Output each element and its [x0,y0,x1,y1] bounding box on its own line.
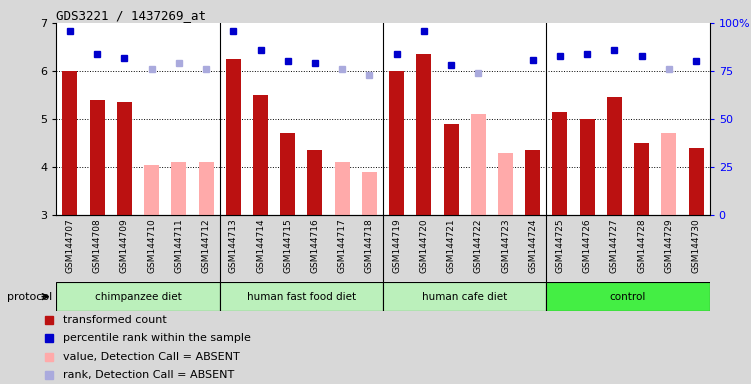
Text: GSM144711: GSM144711 [174,218,183,273]
Bar [607,98,622,215]
Text: GSM144726: GSM144726 [583,218,592,273]
Text: GSM144722: GSM144722 [474,218,483,273]
Text: GSM144716: GSM144716 [310,218,319,273]
Text: GSM144724: GSM144724 [528,218,537,273]
Text: GSM144717: GSM144717 [338,218,347,273]
Text: GSM144727: GSM144727 [610,218,619,273]
Text: GSM144723: GSM144723 [501,218,510,273]
Text: GSM144730: GSM144730 [692,218,701,273]
Text: GSM144710: GSM144710 [147,218,156,273]
Text: human fast food diet: human fast food diet [247,291,356,302]
Bar [547,282,710,311]
Bar [144,165,159,215]
Bar [444,124,459,215]
Bar [498,153,513,215]
Bar [525,150,540,215]
Text: human cafe diet: human cafe diet [422,291,508,302]
Text: protocol: protocol [8,291,53,302]
Text: GSM144725: GSM144725 [556,218,565,273]
Text: value, Detection Call = ABSENT: value, Detection Call = ABSENT [62,352,240,362]
Text: GSM144720: GSM144720 [419,218,428,273]
Text: GSM144728: GSM144728 [637,218,646,273]
Text: control: control [610,291,646,302]
Text: GSM144719: GSM144719 [392,218,401,273]
Bar [198,162,213,215]
Text: chimpanzee diet: chimpanzee diet [95,291,182,302]
Bar [335,162,350,215]
Text: GSM144715: GSM144715 [283,218,292,273]
Bar [117,102,132,215]
Bar [662,134,677,215]
Bar [362,172,377,215]
Bar [226,59,241,215]
Text: GSM144729: GSM144729 [665,218,674,273]
Bar [389,71,404,215]
Bar [307,150,322,215]
Bar [253,95,268,215]
Bar [56,282,219,311]
Text: GSM144713: GSM144713 [229,218,238,273]
Bar [62,71,77,215]
Text: transformed count: transformed count [62,315,167,325]
Text: percentile rank within the sample: percentile rank within the sample [62,333,251,343]
Text: GSM144714: GSM144714 [256,218,265,273]
Bar [280,134,295,215]
Bar [89,100,104,215]
Text: rank, Detection Call = ABSENT: rank, Detection Call = ABSENT [62,370,234,380]
Bar [553,112,568,215]
Text: GDS3221 / 1437269_at: GDS3221 / 1437269_at [56,9,207,22]
Bar [580,119,595,215]
Bar [219,282,383,311]
Text: GSM144718: GSM144718 [365,218,374,273]
Text: GSM144708: GSM144708 [92,218,101,273]
Bar [471,114,486,215]
Bar [416,54,431,215]
Bar [383,282,547,311]
Bar [171,162,186,215]
Bar [634,143,649,215]
Text: GSM144721: GSM144721 [447,218,456,273]
Text: GSM144709: GSM144709 [120,218,129,273]
Text: GSM144712: GSM144712 [201,218,210,273]
Bar [689,148,704,215]
Text: GSM144707: GSM144707 [65,218,74,273]
